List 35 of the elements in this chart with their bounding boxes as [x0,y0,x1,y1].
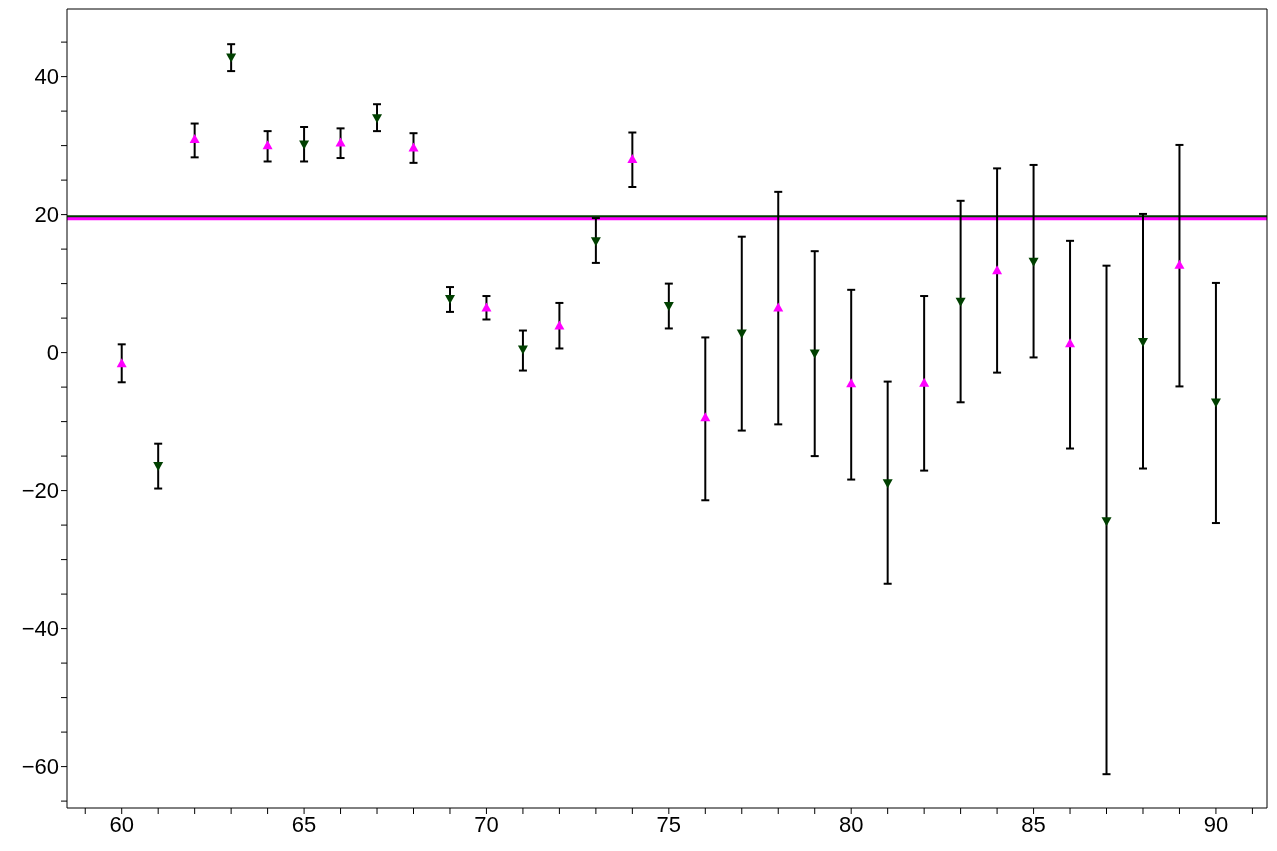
point [1065,338,1076,348]
point [517,345,528,355]
point [335,137,346,147]
x-tick-label: 75 [656,811,682,837]
point [992,265,1003,275]
y-tick-label: 0 [46,340,59,366]
point [189,134,200,144]
x-tick-label: 85 [1021,811,1046,837]
point [955,297,966,307]
point [408,142,419,152]
y-tick-label: −20 [21,478,59,504]
point [736,329,747,339]
x-tick-label: 80 [838,811,864,837]
point [663,302,674,311]
point [1028,257,1039,267]
y-tick-label: −60 [21,754,59,780]
point [627,154,638,164]
point [882,479,893,489]
x-tick-label: 90 [1203,811,1229,837]
x-tick-label: 60 [109,811,134,837]
y-tick-label: 20 [34,202,59,228]
point [116,358,127,368]
point [809,349,820,359]
x-tick-label: 70 [474,811,499,837]
point [1137,337,1148,347]
point [1210,398,1221,408]
point [1101,517,1112,527]
point [444,295,455,305]
point [262,140,273,150]
point [153,462,164,472]
y-tick-label: −40 [21,616,59,642]
y-tick-label: 40 [34,64,59,90]
point [1174,259,1185,269]
x-tick-label: 65 [291,811,317,837]
point [554,320,565,330]
